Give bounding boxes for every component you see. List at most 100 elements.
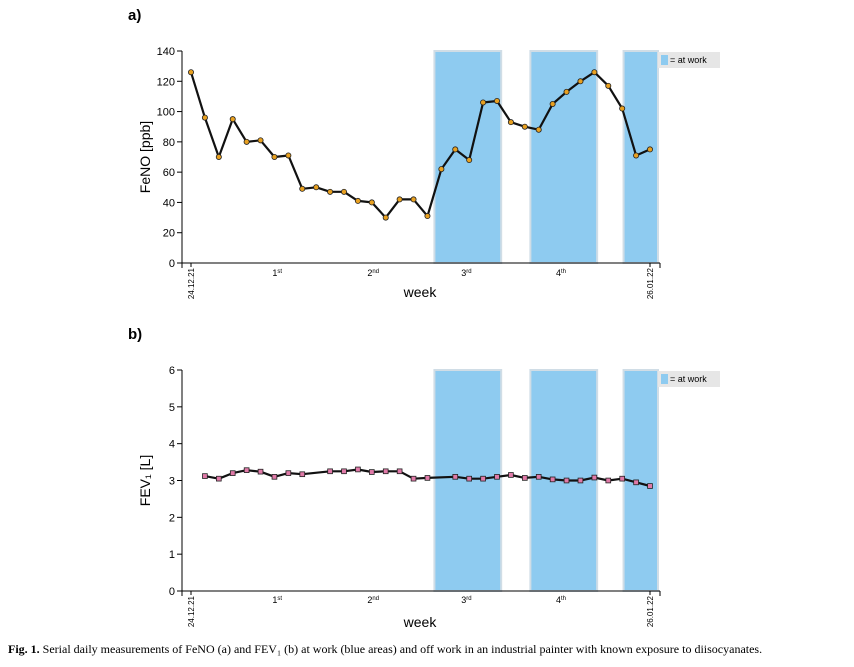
- work-period-band: [433, 50, 503, 264]
- data-point: [647, 146, 654, 153]
- x-axis-title: week: [403, 284, 438, 300]
- data-point: [424, 475, 431, 481]
- data-point: [522, 475, 528, 481]
- y-tick-label: 0: [169, 258, 175, 270]
- data-point: [354, 197, 361, 204]
- data-point: [285, 470, 292, 476]
- data-point: [549, 476, 556, 483]
- x-date-label: 26.01.22: [646, 595, 655, 627]
- figure-caption: Fig. 1. Serial daily measurements of FeN…: [8, 642, 848, 657]
- data-point: [355, 466, 361, 473]
- data-point: [521, 123, 528, 130]
- legend-swatch: [661, 55, 668, 65]
- x-week-label: 1st: [272, 595, 282, 605]
- data-point: [480, 99, 487, 106]
- data-point: [494, 474, 500, 480]
- work-period-band: [529, 50, 599, 264]
- y-tick-label: 80: [163, 137, 175, 149]
- work-period-band: [622, 50, 660, 264]
- data-point: [507, 119, 514, 126]
- data-point: [410, 196, 417, 203]
- y-tick-label: 2: [169, 512, 175, 524]
- y-tick-label: 120: [157, 76, 175, 88]
- legend-background: [658, 371, 720, 387]
- data-point: [466, 157, 473, 164]
- legend-label: = at work: [670, 374, 707, 384]
- data-point: [313, 184, 320, 191]
- panel-label: a): [128, 7, 141, 24]
- legend-label: = at work: [670, 55, 707, 65]
- data-point: [647, 483, 653, 489]
- data-point: [508, 472, 514, 478]
- x-axis-title: week: [403, 614, 438, 630]
- y-tick-label: 20: [163, 228, 175, 240]
- data-point: [452, 146, 459, 153]
- data-point: [549, 101, 556, 108]
- x-date-label: 26.01.22: [646, 267, 655, 299]
- data-point: [299, 471, 306, 478]
- x-week-label: 2nd: [367, 268, 379, 278]
- y-tick-label: 1: [169, 549, 175, 561]
- data-point: [577, 477, 584, 484]
- data-point: [535, 126, 542, 133]
- data-point: [577, 78, 584, 85]
- data-point: [340, 188, 347, 195]
- y-tick-label: 6: [169, 365, 175, 377]
- data-point: [452, 474, 459, 480]
- data-point: [229, 470, 236, 476]
- y-tick-label: 140: [157, 46, 175, 58]
- y-tick-label: 0: [169, 586, 175, 598]
- y-tick-label: 4: [169, 439, 175, 451]
- y-tick-label: 60: [163, 167, 175, 179]
- data-point: [243, 467, 250, 473]
- data-point: [563, 88, 570, 95]
- data-point: [327, 468, 333, 475]
- data-point: [633, 479, 639, 486]
- data-point: [591, 474, 598, 481]
- data-point: [382, 468, 389, 475]
- data-point: [257, 468, 264, 475]
- data-point: [271, 474, 278, 480]
- x-week-label: 3rd: [461, 268, 471, 278]
- data-point: [535, 474, 542, 480]
- data-point: [257, 137, 264, 144]
- data-point: [368, 199, 375, 206]
- data-point: [216, 475, 222, 482]
- data-point: [202, 473, 208, 479]
- x-week-label: 4th: [556, 268, 566, 278]
- data-point: [285, 152, 292, 159]
- data-point: [633, 152, 640, 159]
- x-week-label: 3rd: [461, 595, 471, 605]
- data-point: [619, 475, 625, 482]
- data-point: [563, 477, 570, 484]
- legend: = at work: [658, 52, 720, 68]
- data-point: [341, 468, 347, 475]
- x-week-label: 1st: [272, 268, 282, 278]
- data-point: [382, 214, 389, 221]
- y-tick-label: 5: [169, 402, 175, 414]
- data-point: [438, 166, 445, 173]
- work-period-band: [529, 369, 599, 592]
- y-tick-label: 3: [169, 476, 175, 488]
- data-point: [466, 475, 472, 482]
- data-point: [396, 468, 403, 475]
- data-point: [619, 105, 626, 112]
- chart-panel-b: b) = at work 0 1 2 3 4 5 6 FEV₁ [L] 24.12.21 26.01.…: [128, 326, 720, 630]
- data-point: [396, 196, 403, 203]
- legend: = at work: [658, 371, 720, 387]
- caption-text: Serial daily measurements of FeNO (a) an…: [42, 642, 763, 656]
- data-point: [201, 114, 208, 121]
- y-tick-label: 100: [157, 107, 175, 119]
- chart-panel-a: a) = at work 0 20 40 60 80 100 120 140 FeNO [ppb] 2…: [128, 7, 720, 300]
- caption-prefix: Fig. 1.: [8, 642, 40, 656]
- y-tick-label: 40: [163, 197, 175, 209]
- legend-background: [658, 52, 720, 68]
- data-point: [229, 116, 236, 123]
- y-axis-title: FEV₁ [L]: [137, 455, 153, 506]
- x-date-label: 24.12.21: [187, 595, 196, 627]
- legend-swatch: [661, 374, 668, 384]
- data-point: [243, 138, 250, 145]
- series-line: [189, 71, 651, 219]
- data-point: [591, 69, 598, 76]
